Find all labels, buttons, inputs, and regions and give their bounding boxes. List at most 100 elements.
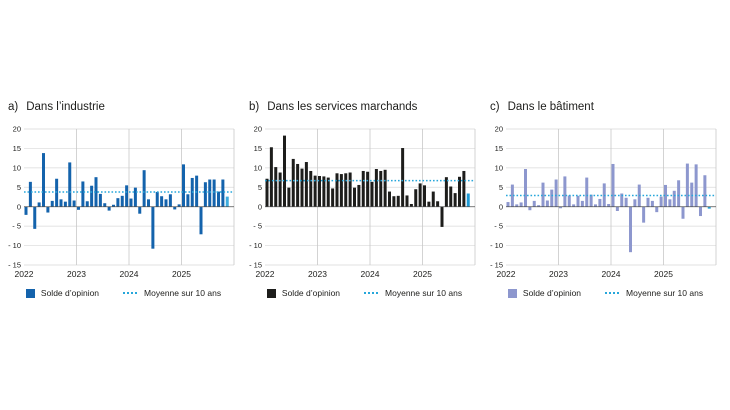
bar [444, 177, 448, 207]
bar [374, 169, 378, 207]
y-tick-label: 10 [495, 163, 503, 172]
bar [300, 168, 304, 207]
chart-title-prefix: c) [490, 101, 500, 113]
bar [173, 206, 177, 210]
bar [646, 197, 650, 207]
bar [155, 191, 159, 207]
x-year-label: 2023 [549, 269, 568, 279]
y-tick-label: - 15 [249, 261, 262, 270]
bar [607, 203, 611, 207]
bar [28, 181, 32, 207]
bar [396, 195, 400, 207]
bar [339, 174, 343, 207]
chart-title: a) Dans l’industrie [8, 100, 239, 114]
y-tick-label: 20 [495, 125, 503, 134]
bar [309, 170, 313, 207]
bar [50, 200, 54, 207]
bar [357, 184, 361, 207]
bar [532, 200, 536, 207]
bar [361, 170, 365, 207]
y-tick-label: - 10 [490, 241, 503, 250]
y-tick-label: 0 [17, 202, 21, 211]
bar [55, 178, 59, 207]
chart-title-text: Dans l’industrie [26, 101, 105, 113]
bar [168, 194, 172, 207]
x-year-label: 2022 [497, 269, 516, 279]
bar [515, 204, 519, 207]
bar [554, 179, 558, 207]
y-tick-label: 5 [17, 183, 21, 192]
bar [68, 162, 72, 207]
bars-group [24, 153, 229, 249]
bar [221, 179, 225, 207]
bar [528, 206, 532, 211]
bar [160, 196, 164, 207]
legend-label: Moyenne sur 10 ans [385, 288, 463, 298]
bar [283, 135, 286, 207]
bar [624, 197, 628, 207]
bar [559, 206, 562, 209]
legend-item-moyenne: Moyenne sur 10 ans [364, 288, 462, 298]
legend-label: Moyenne sur 10 ans [144, 288, 222, 298]
y-tick-label: 5 [499, 183, 503, 192]
bar [182, 164, 185, 207]
bar-current-month [466, 193, 470, 207]
bar [147, 199, 150, 207]
bar [212, 179, 216, 207]
bar [85, 201, 89, 207]
bar [703, 175, 707, 207]
y-tick-label: 10 [13, 163, 21, 172]
y-tick-label: 0 [499, 202, 503, 211]
bar-swatch-icon [507, 288, 517, 298]
bar [650, 200, 654, 207]
chart-title: b) Dans les services marchands [249, 100, 480, 114]
x-year-label: 2025 [413, 269, 432, 279]
y-tick-label: - 5 [253, 222, 262, 231]
bar-current-month [707, 206, 711, 209]
chart-title-text: Dans le bâtiment [507, 101, 594, 113]
bar [594, 204, 597, 207]
x-year-label: 2022 [15, 269, 34, 279]
bar [598, 198, 602, 207]
bar [572, 204, 576, 207]
year-gridlines [317, 129, 476, 265]
bar [164, 199, 168, 207]
bar [72, 200, 76, 207]
bar [462, 170, 466, 207]
dotted-line-icon [364, 292, 380, 294]
y-tick-label: - 10 [249, 241, 262, 250]
bar [313, 175, 317, 207]
bar [388, 191, 391, 207]
x-year-label: 2025 [172, 269, 191, 279]
x-year-label: 2025 [654, 269, 673, 279]
year-gridlines [558, 129, 717, 265]
bar [304, 162, 308, 207]
x-year-label: 2023 [67, 269, 86, 279]
bar [90, 185, 94, 207]
panel-industrie: a) Dans l’industrie 20 15 10 5 0- 5- 10- 15 20… [8, 100, 239, 298]
figure: a) Dans l’industrie 20 15 10 5 0- 5- 10- 15 20… [8, 100, 717, 298]
bar [116, 198, 120, 207]
bar [133, 187, 137, 207]
y-tick-label: - 5 [12, 222, 21, 231]
bar [138, 206, 142, 214]
bar [81, 181, 85, 207]
x-year-label: 2022 [256, 269, 275, 279]
bar [440, 206, 444, 227]
legend-label: Moyenne sur 10 ans [626, 288, 704, 298]
legend-item-solde: Solde d’opinion [25, 288, 100, 298]
bar [431, 191, 435, 207]
bar [563, 176, 567, 207]
y-tick-label: 20 [254, 125, 262, 134]
bar [77, 206, 80, 210]
bar [344, 173, 348, 207]
bar [458, 176, 461, 207]
bar [370, 181, 374, 207]
bar [405, 195, 409, 207]
legend-label: Solde d’opinion [40, 288, 100, 298]
bar [107, 206, 111, 211]
bar [208, 179, 212, 207]
bar [199, 206, 203, 235]
bar [151, 206, 155, 249]
